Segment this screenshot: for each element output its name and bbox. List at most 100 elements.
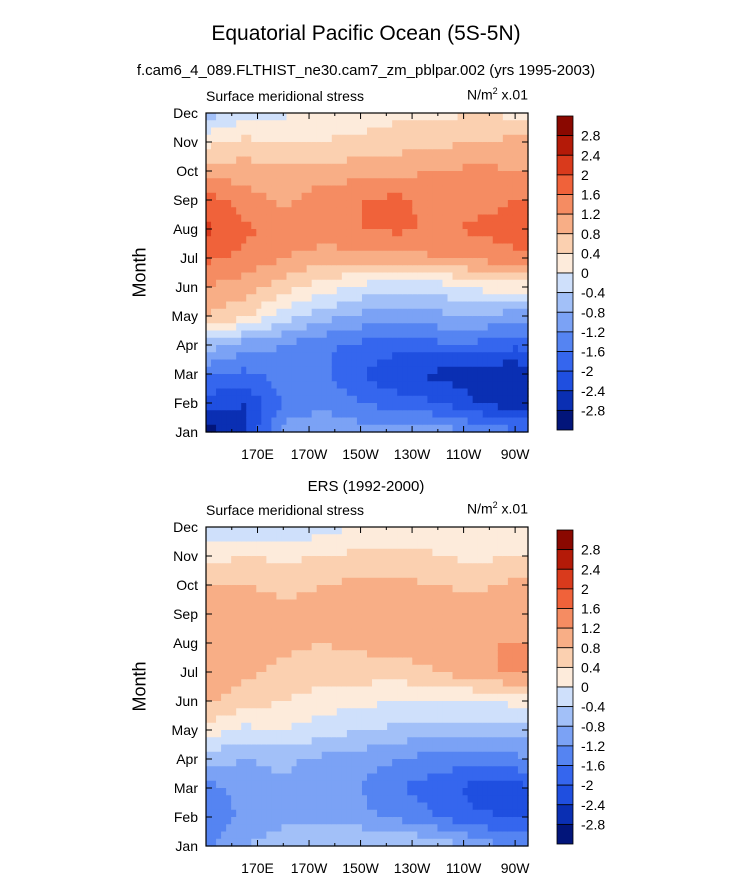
heatmap-cell [417, 236, 423, 245]
heatmap-cell [256, 424, 262, 433]
heatmap-cell [432, 113, 439, 121]
heatmap-cell [206, 585, 212, 593]
heatmap-cell [236, 192, 242, 201]
heatmap-cell [336, 127, 343, 136]
heatmap-cell [346, 570, 353, 579]
heatmap-cell [487, 316, 494, 324]
heatmap-cell [271, 265, 278, 274]
heatmap-cell [367, 686, 373, 695]
heatmap-cell [271, 156, 278, 165]
heatmap-cell [502, 294, 509, 303]
heatmap-cell [487, 403, 494, 411]
heatmap-cell [236, 366, 242, 375]
heatmap-cell [487, 120, 494, 129]
heatmap-cell [382, 200, 388, 208]
heatmap-cell [407, 788, 413, 796]
heatmap-cell [341, 287, 348, 295]
heatmap-cell [251, 265, 257, 274]
heatmap-cell [326, 780, 333, 789]
heatmap-cell [311, 323, 318, 332]
heatmap-cell [281, 722, 288, 731]
heatmap-cell [296, 388, 303, 397]
heatmap-cell [422, 802, 428, 811]
heatmap-cell [341, 214, 348, 223]
heatmap-cell [276, 817, 283, 825]
heatmap-cell [236, 163, 242, 172]
heatmap-cell [361, 163, 368, 172]
heatmap-cell [221, 171, 227, 179]
heatmap-cell [432, 730, 439, 738]
heatmap-cell [372, 548, 378, 557]
heatmap-cell [402, 527, 408, 535]
panel1-y-axis-label: Month [129, 247, 150, 298]
heatmap-cell [251, 664, 257, 673]
heatmap-cell [321, 759, 328, 767]
heatmap-cell [397, 265, 403, 274]
heatmap-cell [206, 679, 212, 688]
heatmap-cell [271, 127, 278, 136]
heatmap-cell [387, 809, 393, 818]
heatmap-cell [477, 330, 484, 339]
heatmap-cell [346, 606, 353, 615]
heatmap-cell [331, 577, 338, 586]
heatmap-cell [281, 838, 288, 847]
heatmap-cell [226, 229, 232, 237]
heatmap-cell [321, 809, 328, 818]
heatmap-cell [412, 809, 418, 818]
heatmap-cell [246, 316, 252, 324]
heatmap-cell [311, 817, 318, 825]
heatmap-cell [331, 664, 338, 673]
heatmap-cell [397, 185, 403, 194]
heatmap-cell [457, 374, 464, 382]
heatmap-cell [372, 708, 378, 717]
heatmap-cell [447, 301, 454, 310]
heatmap-cell [206, 628, 212, 637]
heatmap-cell [326, 737, 333, 746]
heatmap-cell [341, 265, 348, 274]
heatmap-cell [236, 142, 242, 150]
heatmap-cell [382, 424, 388, 433]
heatmap-cell [286, 171, 293, 179]
heatmap-cell [311, 374, 318, 382]
heatmap-cell [256, 788, 262, 796]
heatmap-cell [397, 214, 403, 223]
heatmap-cell [427, 577, 434, 586]
heatmap-cell [251, 614, 257, 622]
heatmap-cell [351, 403, 358, 411]
heatmap-cell [231, 395, 237, 404]
heatmap-cell [356, 737, 363, 746]
heatmap-cell [316, 142, 323, 150]
heatmap-cell [236, 744, 242, 753]
heatmap-cell [336, 120, 343, 129]
heatmap-cell [211, 788, 217, 796]
heatmap-cell [266, 279, 273, 288]
heatmap-cell [241, 352, 247, 361]
heatmap-cell [417, 200, 423, 208]
heatmap-cell [241, 337, 247, 346]
heatmap-cell [206, 250, 212, 259]
heatmap-cell [402, 715, 408, 724]
heatmap-cell [206, 156, 212, 165]
x-tick-label: 170W [291, 446, 328, 462]
heatmap-cell [412, 142, 418, 150]
heatmap-cell [211, 250, 217, 259]
heatmap-cell [382, 722, 388, 731]
heatmap-cell [492, 287, 499, 295]
heatmap-cell [372, 838, 378, 847]
heatmap-cell [387, 352, 393, 361]
heatmap-cell [361, 134, 368, 143]
heatmap-cell [266, 686, 273, 695]
heatmap-cell [336, 831, 343, 840]
heatmap-cell [372, 780, 378, 789]
heatmap-cell [336, 802, 343, 811]
heatmap-cell [266, 178, 273, 187]
heatmap-cell [442, 149, 449, 158]
heatmap-cell [422, 272, 428, 281]
heatmap-cell [221, 780, 227, 789]
heatmap-cell [261, 214, 267, 223]
heatmap-cell [361, 570, 368, 579]
heatmap-cell [412, 410, 418, 419]
heatmap-cell [231, 831, 237, 840]
heatmap-cell [291, 664, 298, 673]
heatmap-cell [341, 686, 348, 695]
